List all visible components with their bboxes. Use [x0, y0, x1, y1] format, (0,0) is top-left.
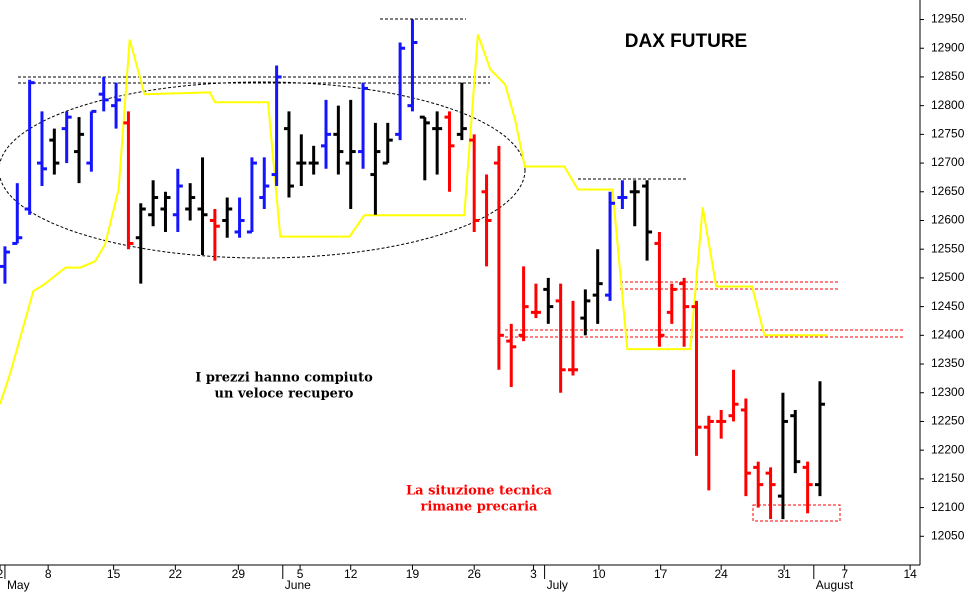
y-tick-label: 12250 [931, 414, 965, 428]
y-tick-label: 12650 [931, 184, 965, 198]
x-tick-label: 17 [654, 567, 668, 581]
x-tick-label: 10 [592, 567, 606, 581]
month-label: August [816, 578, 854, 592]
x-tick-label: 2 [0, 567, 4, 581]
y-tick-label: 12400 [931, 327, 965, 341]
x-tick-label: 7 [841, 567, 848, 581]
annotation: un veloce recupero [215, 387, 354, 402]
month-label: July [547, 578, 568, 592]
y-tick-label: 12200 [931, 442, 965, 456]
congestion-ellipse [0, 81, 526, 259]
x-tick-label: 15 [107, 567, 121, 581]
annotation: I prezzi hanno compiuto [195, 371, 373, 386]
y-tick-label: 12150 [931, 471, 965, 485]
month-label: June [285, 578, 311, 592]
x-tick-label: 12 [344, 567, 358, 581]
y-tick-label: 12750 [931, 127, 965, 141]
support-box [752, 504, 841, 522]
y-tick-label: 12800 [931, 98, 965, 112]
x-tick-label: 5 [297, 567, 304, 581]
x-tick-label: 19 [406, 567, 420, 581]
x-tick-label: 3 [530, 567, 537, 581]
x-tick-label: 14 [903, 567, 917, 581]
y-tick-label: 12550 [931, 241, 965, 255]
chart-title: DAX FUTURE [625, 31, 747, 52]
x-tick-label: 22 [169, 567, 183, 581]
x-tick-label: 8 [45, 567, 52, 581]
annotation: La situzione tecnica [406, 484, 553, 499]
indicator-line [0, 34, 828, 405]
x-tick-label: 26 [468, 567, 482, 581]
y-tick-label: 12600 [931, 213, 965, 227]
y-tick-label: 12500 [931, 270, 965, 284]
y-tick-label: 12900 [931, 40, 965, 54]
y-tick-label: 12850 [931, 69, 965, 83]
y-tick-label: 12300 [931, 385, 965, 399]
reference-levels [0, 18, 905, 522]
x-tick-label: 29 [232, 567, 246, 581]
y-tick-label: 12450 [931, 299, 965, 313]
y-tick-label: 12700 [931, 155, 965, 169]
x-tick-label: 24 [715, 567, 729, 581]
y-tick-label: 12350 [931, 356, 965, 370]
annotation: rimane precaria [421, 500, 539, 515]
month-label: May [7, 578, 30, 592]
y-tick-label: 12950 [931, 12, 965, 26]
x-tick-label: 31 [777, 567, 791, 581]
y-tick-label: 12100 [931, 500, 965, 514]
y-tick-label: 12050 [931, 528, 965, 542]
